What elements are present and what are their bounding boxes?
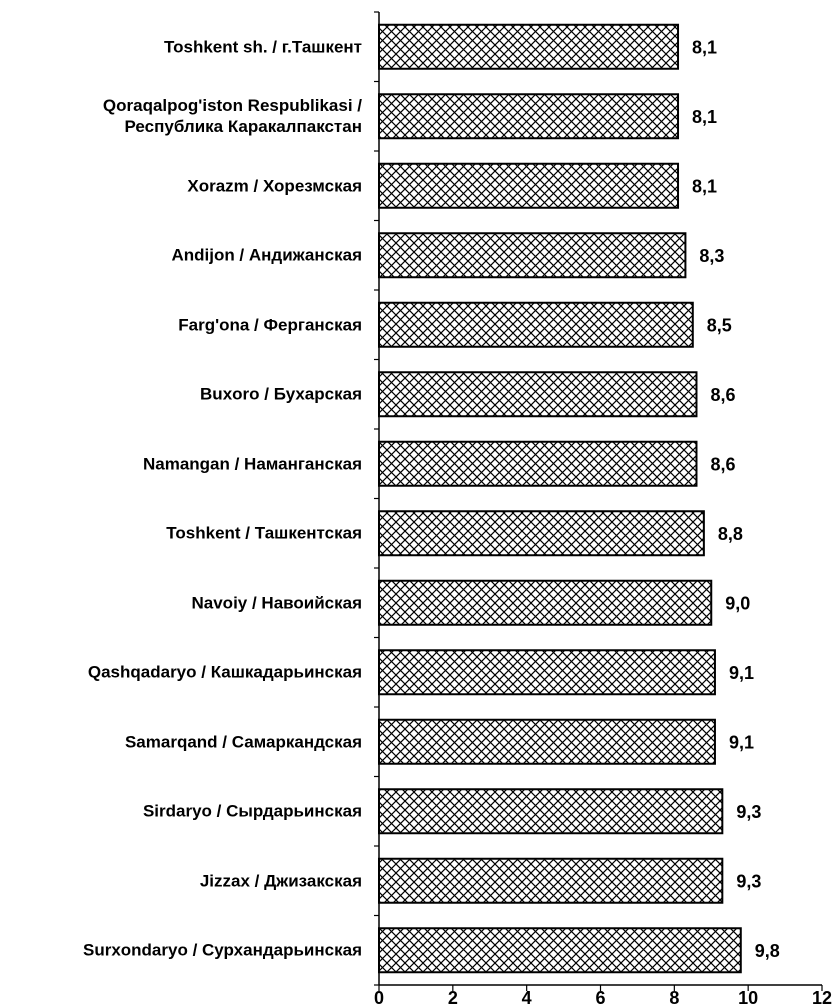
category-label: Toshkent / Ташкентская: [166, 523, 362, 543]
value-label: 8,1: [692, 177, 717, 197]
bar: [378, 93, 680, 140]
value-label: 9,8: [755, 941, 780, 961]
x-tick-label: 12: [812, 988, 832, 1006]
bar: [378, 440, 698, 487]
category-label: Surxondaryo / Сурхандарьинская: [82, 940, 362, 960]
value-label: 8,1: [692, 107, 717, 127]
category-label: Buxoro / Бухарская: [200, 384, 362, 404]
value-label: 9,1: [729, 663, 754, 683]
category-label: Namangan / Наманганская: [142, 454, 362, 474]
bar: [378, 927, 742, 974]
category-label: Qashqadaryo / Кашкадарьинская: [87, 662, 362, 682]
category-label: Andijon / Андижанская: [171, 245, 362, 265]
bar: [378, 301, 694, 348]
category-label: Xorazm / Хорезмская: [187, 176, 362, 196]
category-label: Navoiy / Навоийская: [191, 593, 363, 613]
bar: [378, 649, 716, 696]
bar: [378, 232, 687, 279]
x-tick-label: 2: [448, 988, 458, 1006]
value-label: 9,3: [736, 802, 761, 822]
bar: [378, 788, 724, 835]
x-tick-label: 8: [669, 988, 679, 1006]
category-label: Sirdaryo / Сырдарьинская: [142, 801, 362, 821]
bar: [378, 857, 724, 904]
bar: [378, 23, 680, 70]
bar: [378, 579, 713, 626]
value-label: 8,8: [718, 524, 743, 544]
value-label: 8,3: [699, 246, 724, 266]
category-label: Farg'ona / Ферганская: [178, 315, 362, 335]
value-label: 8,6: [710, 385, 735, 405]
x-tick-label: 10: [738, 988, 758, 1006]
bar: [378, 510, 705, 557]
category-label: Samarqand / Самаркандская: [124, 732, 362, 752]
value-label: 8,6: [710, 455, 735, 475]
category-label: Qoraqalpog'iston Respublikasi / Республи…: [102, 96, 362, 137]
value-label: 8,1: [692, 38, 717, 58]
bar: [378, 162, 680, 209]
value-label: 8,5: [707, 316, 732, 336]
category-label: Toshkent sh. / г.Ташкент: [164, 37, 362, 57]
x-tick-label: 4: [522, 988, 532, 1006]
category-label: Jizzax / Джизакская: [199, 871, 362, 891]
value-label: 9,0: [725, 594, 750, 614]
value-label: 9,1: [729, 733, 754, 753]
bar: [378, 718, 716, 765]
bar: [378, 371, 698, 418]
x-tick-label: 0: [374, 988, 384, 1006]
value-label: 9,3: [736, 872, 761, 892]
x-tick-label: 6: [595, 988, 605, 1006]
